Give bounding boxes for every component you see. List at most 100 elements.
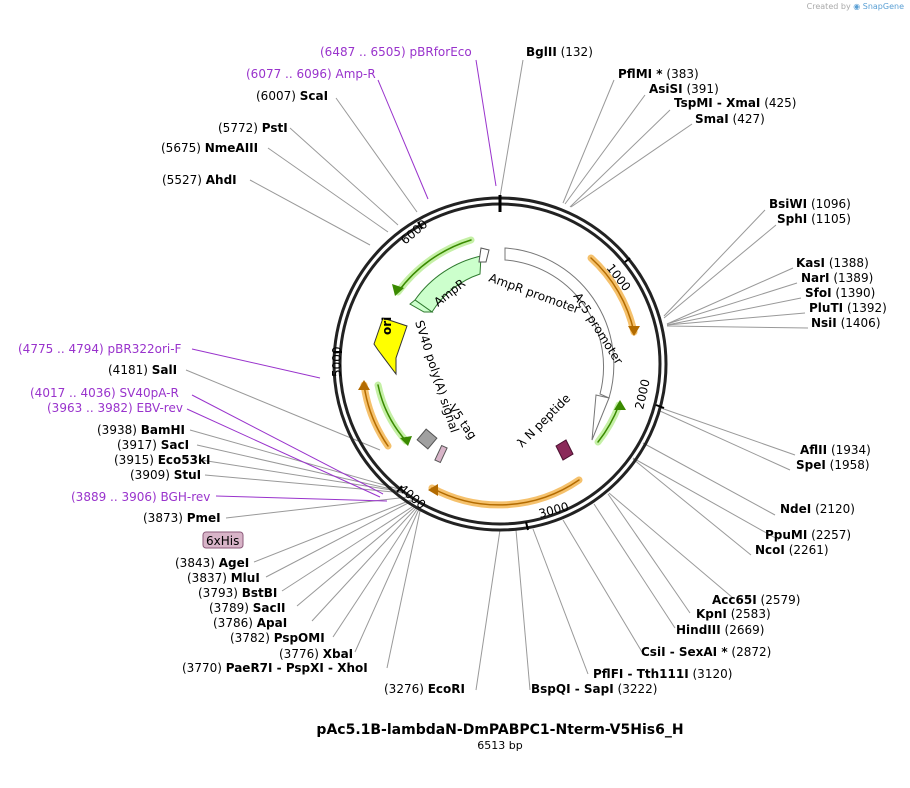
site-label: HindIII (2669)	[676, 623, 764, 637]
ampr-promoter-head	[478, 247, 490, 263]
site-position: (132)	[561, 45, 593, 59]
primer-range: (4017 .. 4036)	[30, 386, 120, 400]
site-label: KpnI (2583)	[696, 607, 771, 621]
primer-name: BGH-rev	[161, 490, 211, 504]
site-name: NsiI	[811, 316, 837, 330]
site-name: PstI	[262, 121, 288, 135]
site-label: (3776) XbaI	[279, 647, 353, 661]
site-position: (2872)	[731, 645, 771, 659]
site-position: (2257)	[811, 528, 851, 542]
site-leader-lines	[185, 59, 809, 691]
site-name: AflII	[800, 443, 827, 457]
site-label: SphI (1105)	[777, 212, 851, 226]
site-position: (5772)	[218, 121, 258, 135]
site-label: BspQI - SapI (3222)	[531, 682, 657, 696]
site-label: PluTI (1392)	[809, 301, 887, 315]
site-position: (3793)	[198, 586, 238, 600]
site-position: (1105)	[811, 212, 851, 226]
site-name: PflMI *	[618, 67, 663, 81]
site-name: PflFI - Tth111I	[593, 667, 689, 681]
primer-label: (6487 .. 6505) pBRforEco	[320, 45, 472, 59]
site-name: SpeI	[796, 458, 826, 472]
site-name: PaeR7I - PspXI - XhoI	[226, 661, 368, 675]
orf-arrow-6	[392, 284, 404, 296]
site-position: (3782)	[230, 631, 270, 645]
site-name: NdeI	[780, 502, 811, 516]
site-name: TspMI - XmaI	[674, 96, 760, 110]
tick-marks	[334, 221, 665, 531]
site-label: AsiSI (391)	[649, 82, 719, 96]
primer-range: (3889 .. 3906)	[71, 490, 161, 504]
site-name: StuI	[174, 468, 201, 482]
site-label: NsiI (1406)	[811, 316, 881, 330]
site-name: CsiI - SexAI *	[641, 645, 728, 659]
snapgene-credit: Created by ◉ SnapGene	[807, 2, 904, 11]
site-position: (1390)	[835, 286, 875, 300]
primer-name: SV40pA-R	[120, 386, 179, 400]
site-position: (3776)	[279, 647, 319, 661]
site-name: EcoRI	[428, 682, 465, 696]
site-name: SacI	[161, 438, 189, 452]
site-name: PmeI	[187, 511, 221, 525]
plasmid-size: 6513 bp	[477, 739, 522, 752]
site-label: (3938) BamHI	[97, 423, 185, 437]
site-label: (3917) SacI	[117, 438, 189, 452]
site-name: PpuMI	[765, 528, 807, 542]
site-label: NdeI (2120)	[780, 502, 855, 516]
site-label: BglII (132)	[526, 45, 593, 59]
primer-leader-lines	[186, 59, 497, 502]
ac5-promoter-label: Ac5 promoter	[570, 290, 625, 367]
site-position: (1392)	[847, 301, 887, 315]
primer-range: (6077 .. 6096)	[246, 67, 336, 81]
site-name: ScaI	[300, 89, 328, 103]
site-label: (3786) ApaI	[213, 616, 287, 630]
site-label: PflFI - Tth111I (3120)	[593, 667, 732, 681]
plasmid-name: pAc5.1B-lambdaN-DmPABPC1-Nterm-V5His6_H	[316, 722, 683, 738]
site-position: (1389)	[833, 271, 873, 285]
site-name: BsiWI	[769, 197, 807, 211]
site-label: KasI (1388)	[796, 256, 869, 270]
ori-label: ori	[380, 317, 394, 335]
site-name: NmeAIII	[205, 141, 258, 155]
site-label: (3793) BstBI	[198, 586, 277, 600]
v5-feature	[434, 444, 448, 464]
site-name: SphI	[777, 212, 807, 226]
site-position: (383)	[666, 67, 698, 81]
site-position: (6007)	[256, 89, 296, 103]
primer-label: (4775 .. 4794) pBR322ori-F	[18, 342, 182, 356]
site-label: PpuMI (2257)	[765, 528, 851, 542]
site-position: (5675)	[161, 141, 201, 155]
orf-arc-4	[360, 381, 392, 450]
primer-range: (6487 .. 6505)	[320, 45, 410, 59]
site-label: SmaI (427)	[695, 112, 765, 126]
primer-label: (6077 .. 6096) Amp-R	[246, 67, 376, 81]
site-label: NcoI (2261)	[755, 543, 829, 557]
site-name: PspOMI	[274, 631, 325, 645]
site-label: (3909) StuI	[130, 468, 201, 482]
site-name: BspQI - SapI	[531, 682, 614, 696]
site-position: (2579)	[761, 593, 801, 607]
site-position: (3843)	[175, 556, 215, 570]
credit-brand: SnapGene	[862, 2, 904, 11]
site-position: (2120)	[815, 502, 855, 516]
site-label: SpeI (1958)	[796, 458, 870, 472]
site-label: NarI (1389)	[801, 271, 873, 285]
site-name: SfoI	[805, 286, 832, 300]
primer-range: (4775 .. 4794)	[18, 342, 108, 356]
site-position: (3873)	[143, 511, 183, 525]
site-label: (5675) NmeAIII	[161, 141, 258, 155]
site-label: (3789) SacII	[209, 601, 286, 615]
site-name: PluTI	[809, 301, 843, 315]
site-name: KpnI	[696, 607, 727, 621]
sv40-feature	[416, 428, 438, 450]
site-name: BstBI	[242, 586, 278, 600]
site-name: Eco53kI	[158, 453, 211, 467]
site-name: XbaI	[323, 647, 353, 661]
orf-arrow-5	[400, 436, 412, 446]
lambdan-feature	[555, 439, 574, 461]
site-name: SalI	[152, 363, 177, 377]
site-labels: BglII (132) PflMI * (383)AsiSI (391)TspMI…	[97, 45, 887, 696]
credit-prefix: Created by	[806, 2, 851, 11]
site-position: (3786)	[213, 616, 253, 630]
